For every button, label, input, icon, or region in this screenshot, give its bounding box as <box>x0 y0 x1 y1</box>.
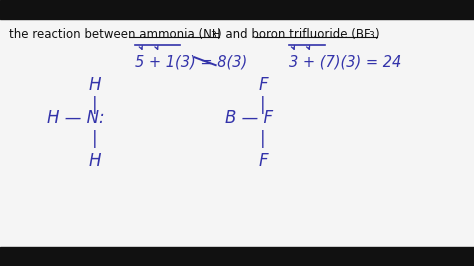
Text: 3: 3 <box>368 31 374 40</box>
Bar <box>0 0 474 19</box>
Text: 5 + 1(3) = 8(3): 5 + 1(3) = 8(3) <box>135 55 247 69</box>
Bar <box>0 247 474 266</box>
Text: B — F: B — F <box>225 109 273 127</box>
Text: |: | <box>260 96 266 114</box>
Text: the reaction between ammonia (NH: the reaction between ammonia (NH <box>9 28 221 41</box>
Text: H: H <box>89 76 101 94</box>
Text: ): ) <box>374 28 379 41</box>
Text: |: | <box>92 130 98 148</box>
Text: F: F <box>258 76 268 94</box>
Text: 3: 3 <box>210 31 216 40</box>
Text: 3 + (7)(3) = 24: 3 + (7)(3) = 24 <box>289 55 401 69</box>
Text: H: H <box>89 152 101 170</box>
Text: |: | <box>260 130 266 148</box>
Text: F: F <box>258 152 268 170</box>
Text: ) and boron trifluoride (BF: ) and boron trifluoride (BF <box>217 28 371 41</box>
Text: H — N:: H — N: <box>47 109 105 127</box>
Text: |: | <box>92 96 98 114</box>
